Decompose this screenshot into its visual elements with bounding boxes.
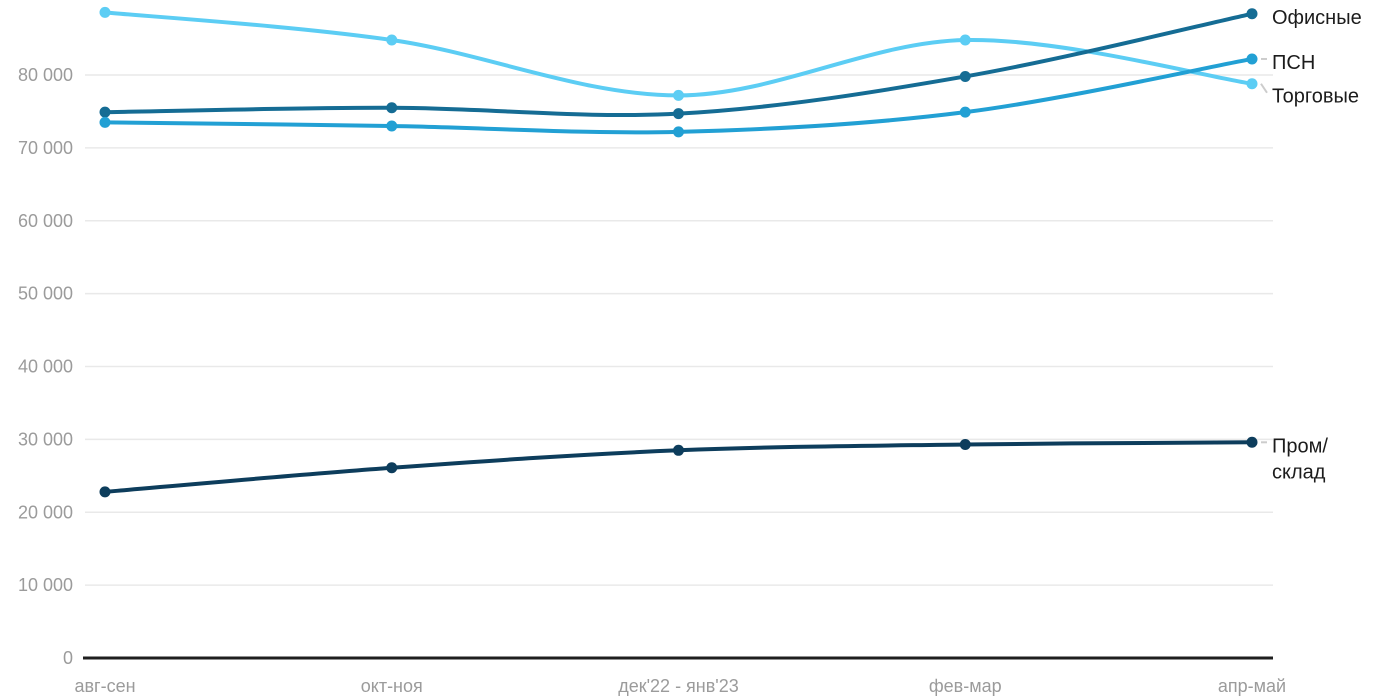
series-label: склад [1272,461,1326,483]
data-point[interactable] [386,34,398,46]
y-axis-tick-label: 40 000 [18,357,73,377]
data-point[interactable] [673,108,684,120]
y-axis-tick-label: 80 000 [18,65,73,85]
data-point[interactable] [959,438,971,450]
x-axis-tick-label: фев-мар [929,676,1002,696]
x-axis-tick-label: дек'22 - янв'23 [618,676,739,696]
data-point[interactable] [673,126,684,138]
data-point[interactable] [386,120,398,132]
data-point[interactable] [386,462,398,474]
x-axis-tick-label: авг-сен [74,676,135,696]
data-point[interactable] [959,106,971,118]
y-axis-tick-label: 0 [63,648,73,668]
data-point[interactable] [673,444,684,456]
series-label: Пром/ [1272,435,1328,457]
label-connector-line [1260,83,1268,94]
series-label: Офисные [1272,7,1362,29]
data-point[interactable] [1246,436,1258,448]
x-axis-tick-label: окт-ноя [361,676,423,696]
data-point[interactable] [99,486,111,498]
data-point[interactable] [99,6,111,18]
data-point[interactable] [99,116,111,128]
y-axis-tick-label: 60 000 [18,211,73,231]
data-point[interactable] [959,70,971,82]
y-axis-tick-label: 30 000 [18,429,73,449]
data-point[interactable] [673,89,684,101]
y-axis-tick-label: 70 000 [18,138,73,158]
y-axis-tick-label: 20 000 [18,502,73,522]
y-axis-tick-label: 50 000 [18,284,73,304]
series-label: ПСН [1272,52,1315,74]
data-point[interactable] [1246,8,1258,20]
data-point[interactable] [99,106,111,118]
data-point[interactable] [1246,53,1258,65]
data-point[interactable] [959,34,971,46]
data-point[interactable] [1246,78,1258,90]
data-point[interactable] [386,102,398,114]
x-axis-tick-label: апр-май [1218,676,1286,696]
y-axis-tick-label: 10 000 [18,575,73,595]
series-label: Торговые [1272,86,1359,108]
